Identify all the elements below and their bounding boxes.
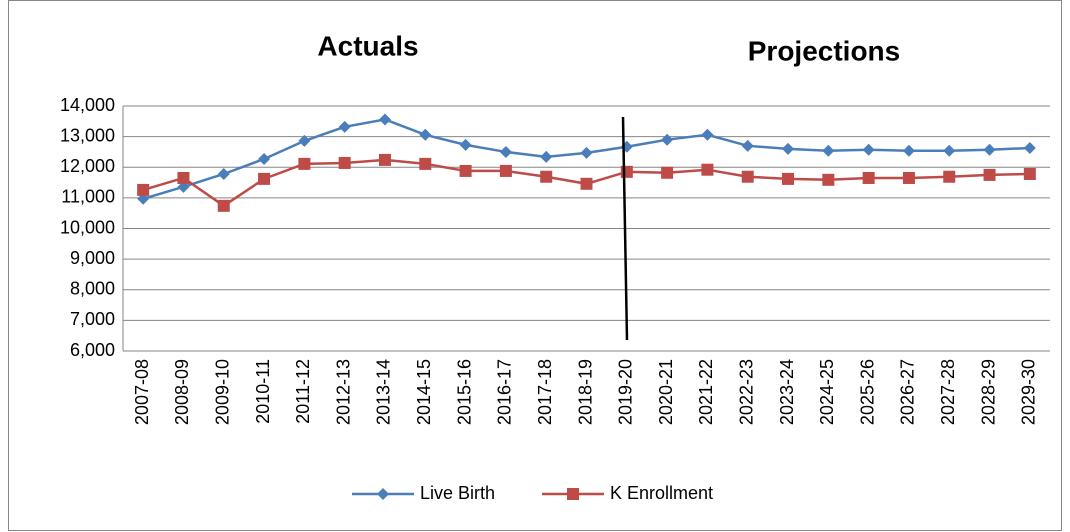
x-tick-label: 2024-25 [817, 359, 837, 425]
data-point [459, 164, 472, 177]
annotation: Actuals [317, 30, 418, 61]
x-tick-label: 2019-20 [616, 359, 636, 425]
data-point [701, 128, 714, 141]
data-point [1023, 167, 1036, 180]
data-point [338, 120, 351, 133]
y-tick-label: 8,000 [70, 279, 115, 299]
x-tick-label: 2017-18 [535, 359, 555, 425]
x-tick-label: 2025-26 [857, 359, 877, 425]
data-point [419, 128, 432, 141]
data-point [661, 133, 674, 146]
data-point [701, 163, 714, 176]
divider [621, 116, 629, 341]
data-point [943, 170, 956, 183]
data-point [620, 165, 633, 178]
x-tick-label: 2013-14 [374, 359, 394, 425]
x-tick-label: 2012-13 [333, 359, 353, 425]
data-point [741, 139, 754, 152]
data-point [499, 164, 512, 177]
data-point [258, 152, 271, 165]
data-point [217, 199, 230, 212]
data-point [943, 144, 956, 157]
data-point [782, 142, 795, 155]
data-point [338, 156, 351, 169]
data-point [983, 143, 996, 156]
data-point [298, 134, 311, 147]
data-point [499, 145, 512, 158]
data-point [741, 170, 754, 183]
legend-label: K Enrollment [610, 483, 713, 503]
x-tick-label: 2007-08 [132, 359, 152, 425]
annotation: Projections [748, 35, 900, 66]
legend-label: Live Birth [420, 483, 495, 503]
y-tick-label: 12,000 [60, 156, 115, 176]
data-point [217, 167, 230, 180]
x-tick-label: 2020-21 [656, 359, 676, 425]
legend-marker [567, 488, 579, 500]
data-point [137, 183, 150, 196]
data-point [782, 172, 795, 185]
y-tick-label: 7,000 [70, 309, 115, 329]
data-point [298, 157, 311, 170]
data-point [1023, 141, 1036, 154]
y-tick-label: 11,000 [61, 187, 115, 207]
x-tick-label: 2009-10 [213, 359, 233, 425]
data-point [378, 113, 391, 126]
data-point [822, 173, 835, 186]
data-point [419, 157, 432, 170]
data-point [177, 171, 190, 184]
data-point [580, 146, 593, 159]
y-tick-label: 9,000 [70, 248, 115, 268]
legend-marker [377, 488, 389, 500]
x-tick-label: 2014-15 [414, 359, 434, 425]
x-tick-label: 2010-11 [253, 359, 273, 424]
y-tick-label: 13,000 [60, 125, 115, 145]
data-point [862, 143, 875, 156]
x-tick-label: 2026-27 [898, 359, 918, 425]
data-point [258, 172, 271, 185]
x-tick-label: 2021-22 [696, 359, 716, 425]
x-tick-label: 2027-28 [938, 359, 958, 425]
x-tick-label: 2008-09 [172, 359, 192, 425]
data-point [580, 177, 593, 190]
y-tick-label: 10,000 [60, 217, 115, 237]
data-point [661, 166, 674, 179]
y-tick-label: 14,000 [60, 95, 115, 115]
x-tick-label: 2016-17 [495, 359, 515, 425]
data-point [459, 138, 472, 151]
data-point [862, 171, 875, 184]
data-point [902, 171, 915, 184]
x-tick-label: 2015-16 [454, 359, 474, 425]
x-tick-label: 2011-12 [293, 359, 313, 424]
x-tick-label: 2022-23 [736, 359, 756, 425]
chart-border [8, 0, 1062, 531]
data-point [540, 150, 553, 163]
x-tick-label: 2023-24 [777, 359, 797, 425]
data-point [983, 168, 996, 181]
data-point [540, 170, 553, 183]
data-point [902, 144, 915, 157]
x-tick-label: 2018-19 [575, 359, 595, 425]
data-point [378, 153, 391, 166]
data-point [822, 144, 835, 157]
y-tick-label: 6,000 [70, 340, 115, 360]
x-tick-label: 2029-30 [1019, 359, 1039, 425]
x-tick-label: 2028-29 [978, 359, 998, 425]
